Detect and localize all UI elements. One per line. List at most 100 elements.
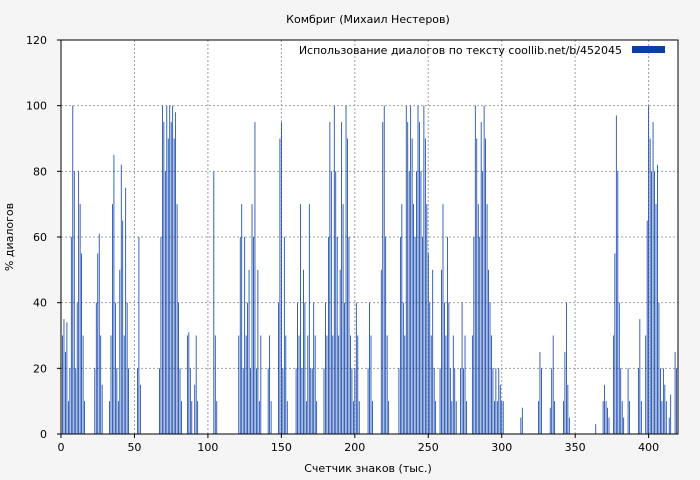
bar	[539, 351, 541, 434]
bar	[401, 204, 403, 434]
bar	[110, 335, 112, 434]
bar	[489, 302, 491, 434]
bar	[278, 302, 279, 434]
bar	[651, 171, 652, 435]
bar	[670, 394, 672, 434]
bar	[354, 368, 356, 434]
bar	[657, 164, 658, 434]
bar	[439, 368, 441, 434]
bar	[172, 105, 174, 435]
bar	[248, 269, 250, 434]
bar	[623, 417, 625, 434]
bar	[160, 237, 162, 434]
bar	[186, 335, 188, 434]
bar	[114, 302, 116, 434]
bar	[463, 368, 464, 434]
x-axis-ticks: 0 50 100 150 200 250 300 350 400	[58, 434, 659, 454]
bar	[414, 237, 416, 434]
bar	[179, 368, 181, 434]
bar	[285, 335, 287, 434]
bar	[549, 407, 551, 434]
bar	[297, 302, 298, 434]
bar	[298, 335, 300, 434]
legend: Использование диалогов по тексту coollib…	[299, 44, 665, 57]
bar	[652, 122, 654, 434]
bar	[499, 384, 501, 434]
bar	[330, 171, 332, 435]
bar	[139, 384, 141, 434]
bar	[432, 269, 434, 434]
bar	[188, 332, 190, 434]
bar	[323, 368, 325, 434]
bar	[451, 401, 453, 434]
bar	[538, 401, 539, 434]
bar	[492, 368, 494, 434]
bar	[300, 204, 301, 434]
bar	[122, 220, 124, 434]
bar	[640, 401, 642, 434]
bar	[327, 237, 329, 434]
bar	[455, 401, 457, 434]
bar	[563, 401, 564, 434]
bar	[385, 237, 387, 434]
bar	[350, 335, 351, 434]
bar	[78, 171, 80, 435]
bar	[551, 368, 553, 434]
chart-title: Комбриг (Михаил Нестеров)	[286, 13, 450, 26]
bar	[303, 269, 304, 434]
bar	[163, 122, 165, 434]
bar	[358, 401, 360, 434]
bar	[216, 401, 218, 434]
bar	[295, 368, 297, 434]
bar	[627, 368, 629, 434]
bar	[408, 171, 410, 435]
bar	[239, 237, 241, 434]
bar	[76, 302, 78, 434]
bar	[665, 401, 667, 434]
x-tick-label: 300	[491, 441, 512, 454]
bar	[427, 253, 429, 434]
bar	[137, 368, 138, 434]
bar	[333, 105, 335, 435]
bar	[313, 302, 315, 434]
bar	[242, 368, 244, 434]
bar	[260, 335, 262, 434]
bar	[435, 401, 437, 434]
bar	[119, 269, 121, 434]
bar	[426, 204, 428, 434]
bar	[568, 417, 570, 434]
bar	[123, 335, 125, 434]
bar	[388, 401, 390, 434]
bar	[410, 105, 412, 435]
bar	[646, 220, 648, 434]
bar	[405, 105, 407, 435]
bar	[411, 138, 413, 434]
bar	[325, 302, 326, 434]
bar	[81, 253, 82, 434]
bar	[100, 335, 102, 434]
bar	[464, 335, 466, 434]
bar	[662, 368, 664, 434]
y-tick-label: 20	[33, 362, 47, 375]
bar	[399, 237, 401, 434]
bar	[461, 302, 463, 434]
bar	[498, 368, 500, 434]
bar	[413, 204, 415, 434]
y-tick-label: 100	[26, 100, 47, 113]
legend-swatch	[632, 46, 665, 53]
bar	[357, 335, 359, 434]
bar	[69, 368, 71, 434]
bar	[63, 319, 65, 434]
bar	[70, 237, 72, 434]
bar	[660, 368, 661, 434]
bar	[138, 237, 140, 434]
bar	[424, 138, 426, 434]
bar	[326, 335, 328, 434]
bar	[618, 302, 620, 434]
bar	[398, 368, 400, 434]
bar	[604, 384, 605, 434]
bar	[554, 401, 556, 434]
bar	[369, 302, 370, 434]
bar	[496, 401, 498, 434]
